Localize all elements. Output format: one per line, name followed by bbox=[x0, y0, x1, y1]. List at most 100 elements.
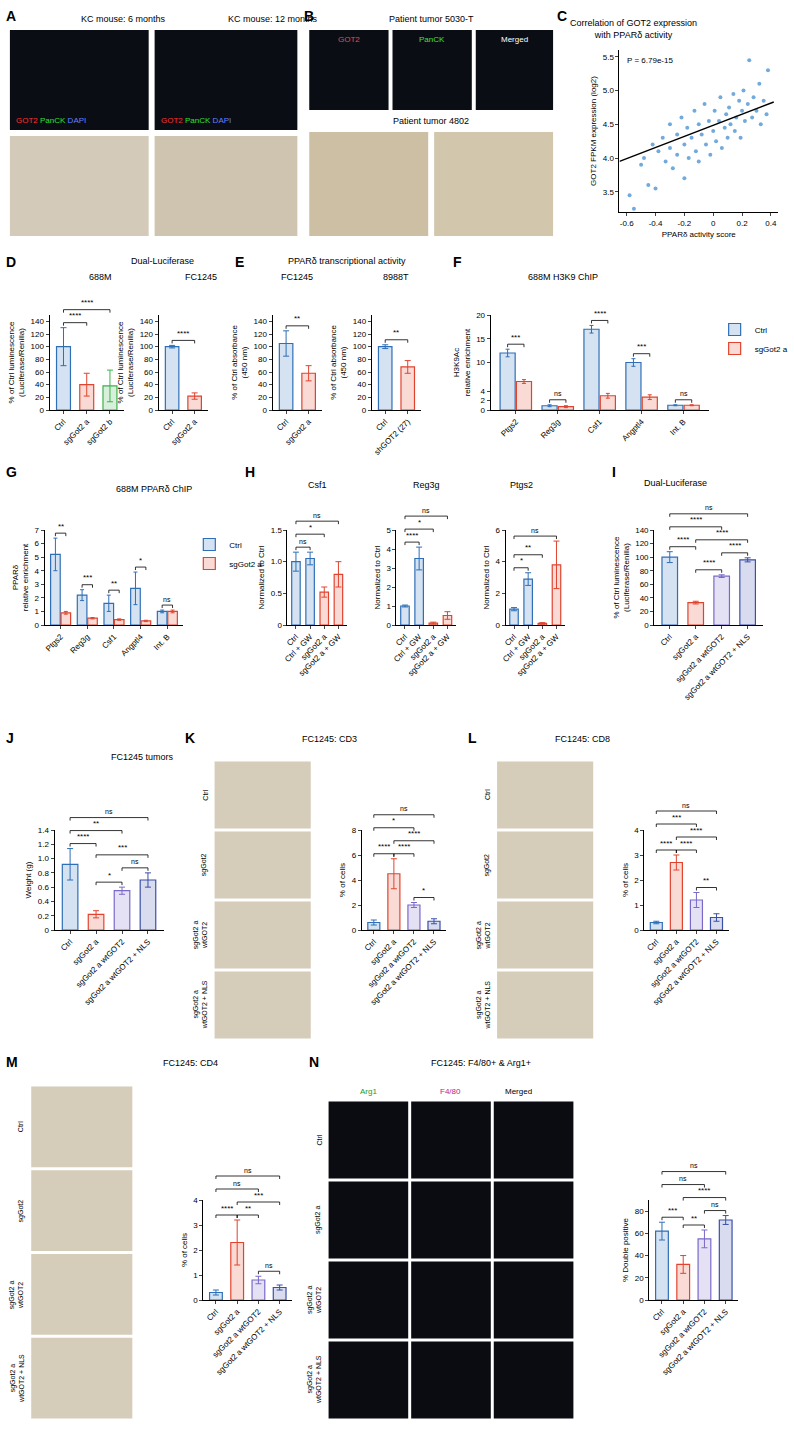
svg-text:Ctrl: Ctrl bbox=[275, 417, 290, 432]
svg-text:***: *** bbox=[83, 573, 92, 582]
svg-text:Csf1: Csf1 bbox=[586, 417, 604, 435]
svg-text:60: 60 bbox=[357, 368, 366, 377]
svg-text:ns: ns bbox=[690, 1162, 698, 1169]
svg-text:40: 40 bbox=[144, 380, 153, 389]
svg-text:60: 60 bbox=[144, 368, 153, 377]
svg-text:***: *** bbox=[254, 1191, 263, 1200]
svg-text:****: **** bbox=[69, 311, 81, 320]
svg-text:sgGot2 awtGOT2: sgGot2 awtGOT2 bbox=[306, 1286, 322, 1315]
svg-text:Ctrl: Ctrl bbox=[374, 417, 389, 432]
svg-text:***: *** bbox=[511, 333, 520, 342]
svg-text:688M H3K9 ChIP: 688M H3K9 ChIP bbox=[528, 272, 598, 282]
svg-text:Normalized to Ctrl: Normalized to Ctrl bbox=[482, 545, 491, 609]
svg-text:****: **** bbox=[406, 531, 418, 540]
svg-text:ns: ns bbox=[313, 512, 321, 519]
svg-text:% of Ctrl absorbance(450 nm): % of Ctrl absorbance(450 nm) bbox=[329, 325, 348, 400]
svg-text:-0.4: -0.4 bbox=[649, 219, 663, 228]
svg-text:120: 120 bbox=[31, 330, 45, 339]
svg-text:10: 10 bbox=[476, 358, 485, 367]
svg-text:40: 40 bbox=[35, 380, 44, 389]
svg-text:sgGot2 awtGOT2 + NLS: sgGot2 awtGOT2 + NLS bbox=[9, 1354, 25, 1403]
svg-text:sgGot2 a: sgGot2 a bbox=[671, 632, 701, 662]
svg-text:****: **** bbox=[594, 309, 606, 318]
svg-text:8988T: 8988T bbox=[383, 272, 409, 282]
svg-text:60: 60 bbox=[635, 1229, 644, 1238]
svg-text:sgGot2 a wtGOT2: sgGot2 a wtGOT2 bbox=[211, 1307, 263, 1359]
svg-text:20: 20 bbox=[258, 393, 267, 402]
svg-text:1: 1 bbox=[386, 602, 391, 611]
svg-text:sgGot2 a wtGOT2 + NLS: sgGot2 a wtGOT2 + NLS bbox=[83, 937, 152, 1006]
svg-text:Ctrl: Ctrl bbox=[17, 1121, 24, 1132]
svg-text:A: A bbox=[6, 8, 16, 24]
svg-text:Reg3g: Reg3g bbox=[539, 417, 562, 440]
svg-text:0: 0 bbox=[40, 406, 45, 415]
svg-text:ns: ns bbox=[400, 805, 408, 812]
svg-text:100: 100 bbox=[254, 342, 268, 351]
svg-text:20: 20 bbox=[35, 393, 44, 402]
svg-text:Int. B: Int. B bbox=[668, 417, 688, 437]
svg-text:80: 80 bbox=[35, 355, 44, 364]
svg-text:% of Ctrl absorbance(450 nm): % of Ctrl absorbance(450 nm) bbox=[230, 325, 249, 400]
svg-text:KC mouse: 12 months: KC mouse: 12 months bbox=[228, 14, 318, 24]
svg-text:Ctrl: Ctrl bbox=[161, 417, 176, 432]
svg-text:Angptl4: Angptl4 bbox=[620, 417, 646, 443]
svg-text:80: 80 bbox=[635, 1207, 644, 1216]
svg-text:4: 4 bbox=[352, 876, 357, 885]
svg-text:5: 5 bbox=[35, 553, 40, 562]
svg-text:20: 20 bbox=[357, 393, 366, 402]
svg-text:GOT2 PanCK DAPI: GOT2 PanCK DAPI bbox=[161, 116, 231, 125]
svg-text:5.5: 5.5 bbox=[603, 53, 615, 62]
svg-text:3.5: 3.5 bbox=[603, 188, 615, 197]
svg-text:F: F bbox=[453, 254, 462, 270]
svg-text:2: 2 bbox=[352, 901, 357, 910]
svg-text:sgGot2 a wtGOT2: sgGot2 a wtGOT2 bbox=[649, 937, 701, 989]
svg-text:FC1245: FC1245 bbox=[281, 272, 313, 282]
svg-text:Ctrl: Ctrl bbox=[503, 632, 518, 647]
svg-text:Reg3g: Reg3g bbox=[69, 632, 92, 655]
svg-text:ns: ns bbox=[680, 390, 688, 397]
svg-text:60: 60 bbox=[640, 580, 649, 589]
svg-text:PPARδ activity score: PPARδ activity score bbox=[662, 230, 737, 239]
svg-text:sgGot2 a wtGOT2 + NLS: sgGot2 a wtGOT2 + NLS bbox=[369, 937, 438, 1006]
svg-text:3: 3 bbox=[35, 580, 40, 589]
svg-text:80: 80 bbox=[357, 355, 366, 364]
svg-text:Ctrl: Ctrl bbox=[394, 632, 409, 647]
svg-text:sgGot2 a wtGOT2: sgGot2 a wtGOT2 bbox=[657, 1307, 709, 1359]
svg-text:2: 2 bbox=[35, 594, 40, 603]
svg-text:0: 0 bbox=[386, 621, 391, 630]
svg-text:0: 0 bbox=[193, 1296, 198, 1305]
svg-text:80: 80 bbox=[640, 567, 649, 576]
svg-text:ns: ns bbox=[682, 802, 690, 809]
svg-text:0.5: 0.5 bbox=[271, 589, 283, 598]
svg-text:1.2: 1.2 bbox=[38, 840, 50, 849]
svg-text:sgGot2 a: sgGot2 a bbox=[517, 632, 547, 662]
svg-text:J: J bbox=[6, 730, 14, 746]
svg-text:20: 20 bbox=[635, 1274, 644, 1283]
svg-text:sgGot2 a wtGOT2: sgGot2 a wtGOT2 bbox=[674, 632, 726, 684]
svg-text:3: 3 bbox=[386, 564, 391, 573]
svg-text:K: K bbox=[185, 730, 195, 746]
svg-text:0: 0 bbox=[644, 621, 649, 630]
svg-text:0: 0 bbox=[711, 219, 716, 228]
svg-text:sgGot2 a wtGOT2 + NLS: sgGot2 a wtGOT2 + NLS bbox=[661, 1307, 730, 1376]
svg-text:**: ** bbox=[703, 876, 709, 885]
svg-text:shGOT2 (27): shGOT2 (27) bbox=[373, 417, 413, 457]
svg-text:sgGot2 a wtGOT2 + NLS: sgGot2 a wtGOT2 + NLS bbox=[682, 632, 751, 701]
svg-text:*: * bbox=[418, 518, 421, 527]
svg-text:ns: ns bbox=[244, 1167, 252, 1174]
svg-text:****: **** bbox=[221, 1204, 233, 1213]
svg-text:4: 4 bbox=[495, 557, 500, 566]
svg-text:% of cells: % of cells bbox=[338, 863, 347, 897]
svg-text:40: 40 bbox=[357, 380, 366, 389]
svg-text:0: 0 bbox=[481, 406, 486, 415]
svg-text:****: **** bbox=[690, 826, 702, 835]
svg-text:2: 2 bbox=[193, 1246, 198, 1255]
svg-text:Reg3g: Reg3g bbox=[413, 480, 440, 490]
svg-text:PPARδ transcriptional activity: PPARδ transcriptional activity bbox=[288, 256, 406, 266]
svg-text:140: 140 bbox=[635, 526, 649, 535]
svg-text:% of Ctrl luminescence(Lucifer: % of Ctrl luminescence(Luciferase/Renill… bbox=[116, 321, 135, 403]
svg-text:40: 40 bbox=[258, 380, 267, 389]
svg-text:ns: ns bbox=[554, 390, 562, 397]
svg-text:H: H bbox=[245, 464, 255, 480]
svg-text:4: 4 bbox=[193, 1196, 198, 1205]
